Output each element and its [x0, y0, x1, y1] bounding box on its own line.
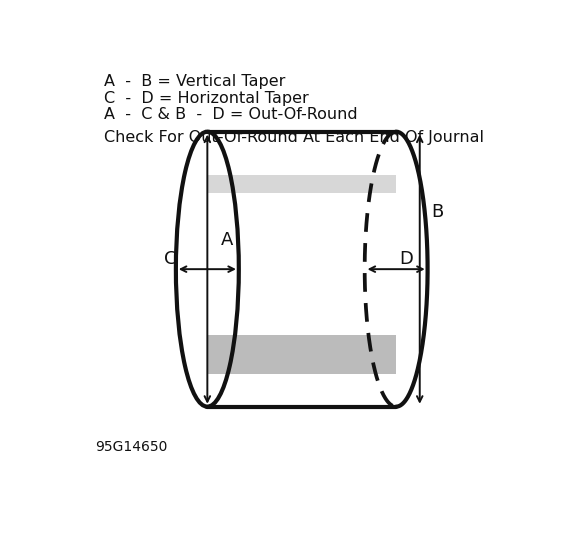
Text: B: B: [431, 203, 443, 221]
Polygon shape: [208, 175, 396, 193]
Text: C  -  D = Horizontal Taper: C - D = Horizontal Taper: [104, 91, 309, 106]
Text: A  -  C & B  -  D = Out-Of-Round: A - C & B - D = Out-Of-Round: [104, 107, 358, 122]
Polygon shape: [208, 335, 396, 374]
Text: D: D: [400, 250, 414, 268]
Text: C: C: [165, 250, 177, 268]
Text: Check For Out-Of-Round At Each End Of Journal: Check For Out-Of-Round At Each End Of Jo…: [104, 130, 484, 144]
Text: 95G14650: 95G14650: [95, 440, 168, 454]
Text: A: A: [221, 231, 233, 249]
Text: A  -  B = Vertical Taper: A - B = Vertical Taper: [104, 74, 285, 89]
